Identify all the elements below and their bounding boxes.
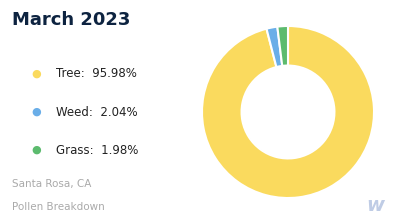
Text: Tree:  95.98%: Tree: 95.98% <box>56 67 137 80</box>
Text: March 2023: March 2023 <box>12 11 130 29</box>
Text: Grass:  1.98%: Grass: 1.98% <box>56 144 138 157</box>
Text: Santa Rosa, CA: Santa Rosa, CA <box>12 179 91 189</box>
Wedge shape <box>202 26 374 198</box>
Wedge shape <box>277 26 288 66</box>
Text: w: w <box>366 196 384 215</box>
Text: ●: ● <box>31 107 41 117</box>
Wedge shape <box>266 27 282 67</box>
Text: ●: ● <box>31 69 41 79</box>
Text: Pollen Breakdown: Pollen Breakdown <box>12 202 105 212</box>
Text: ●: ● <box>31 145 41 155</box>
Text: Weed:  2.04%: Weed: 2.04% <box>56 106 138 118</box>
